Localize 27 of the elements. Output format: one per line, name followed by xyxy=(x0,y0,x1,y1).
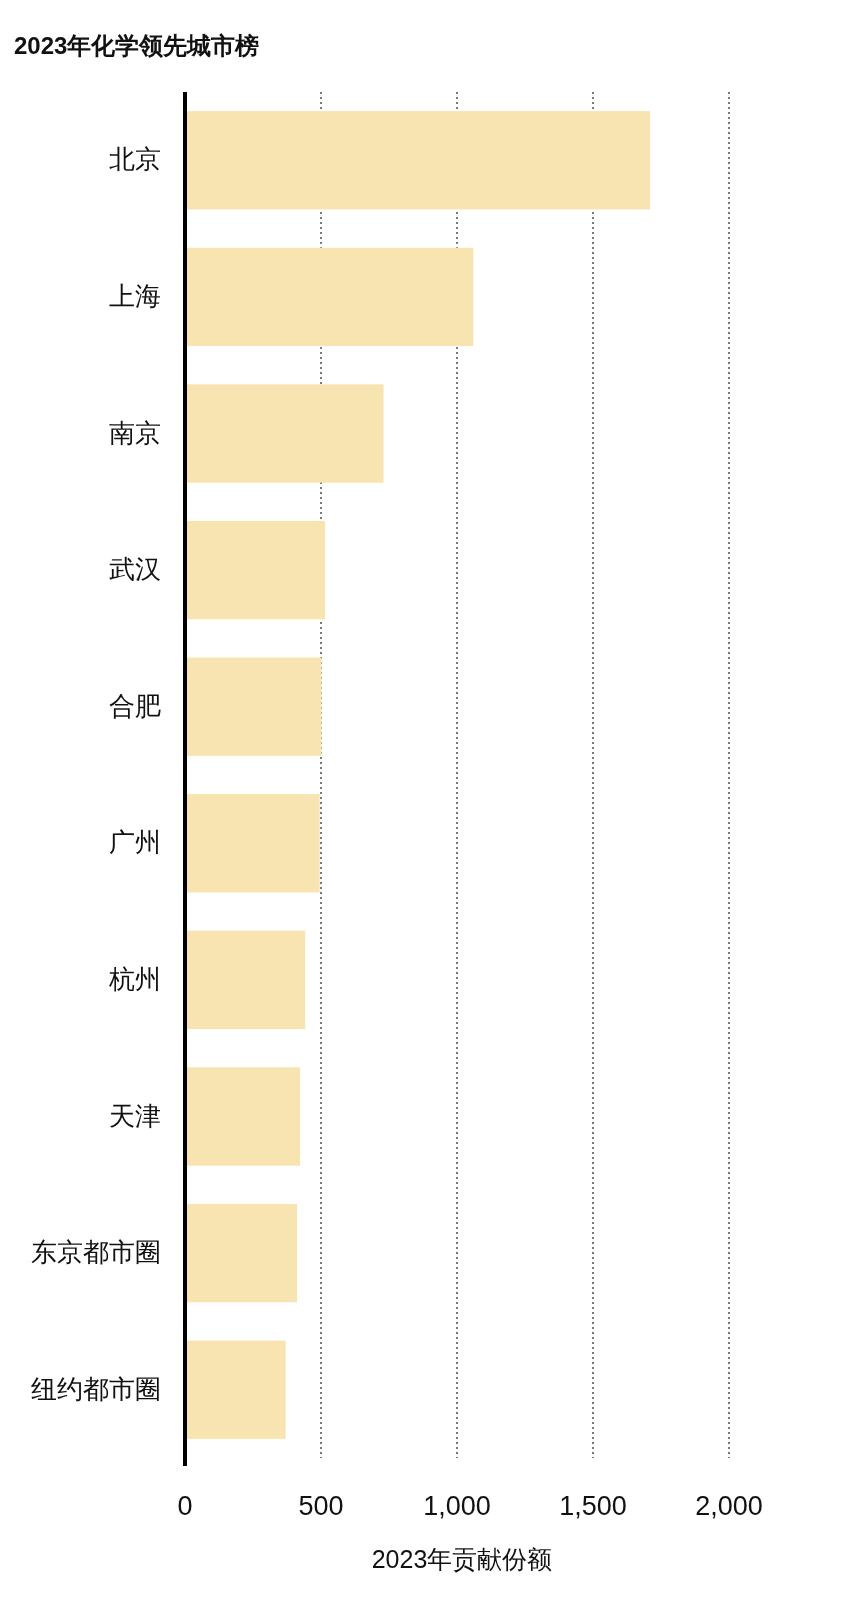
x-tick-label: 1,500 xyxy=(559,1491,627,1521)
y-tick-label: 北京 xyxy=(109,144,161,175)
y-tick-label: 南京 xyxy=(109,417,161,448)
bar xyxy=(185,930,306,1030)
x-tick-label: 0 xyxy=(177,1491,193,1521)
y-tick-label: 上海 xyxy=(109,280,161,311)
bar xyxy=(185,384,384,483)
y-tick-label: 合肥 xyxy=(109,690,161,721)
bar xyxy=(185,1203,298,1303)
bar xyxy=(185,247,474,347)
bar xyxy=(185,520,326,620)
x-tick-label: 1,000 xyxy=(423,1491,491,1521)
bar xyxy=(185,1340,286,1439)
bar xyxy=(185,111,651,210)
chart-title: 2023年化学领先城市榜 xyxy=(14,32,260,59)
y-tick-label: 杭州 xyxy=(108,963,161,994)
bar xyxy=(185,1067,301,1166)
y-tick-label: 纽约都市圈 xyxy=(31,1373,161,1404)
x-tick-label: 2,000 xyxy=(695,1491,763,1521)
y-tick-label: 广州 xyxy=(109,827,161,858)
bar xyxy=(185,794,320,893)
x-tick-label: 500 xyxy=(298,1491,344,1521)
y-tick-label: 东京都市圈 xyxy=(31,1237,161,1268)
bar xyxy=(185,657,322,756)
y-tick-label: 天津 xyxy=(109,1100,161,1131)
x-axis-title: 2023年贡献份额 xyxy=(371,1545,553,1573)
y-tick-label: 武汉 xyxy=(109,554,161,585)
